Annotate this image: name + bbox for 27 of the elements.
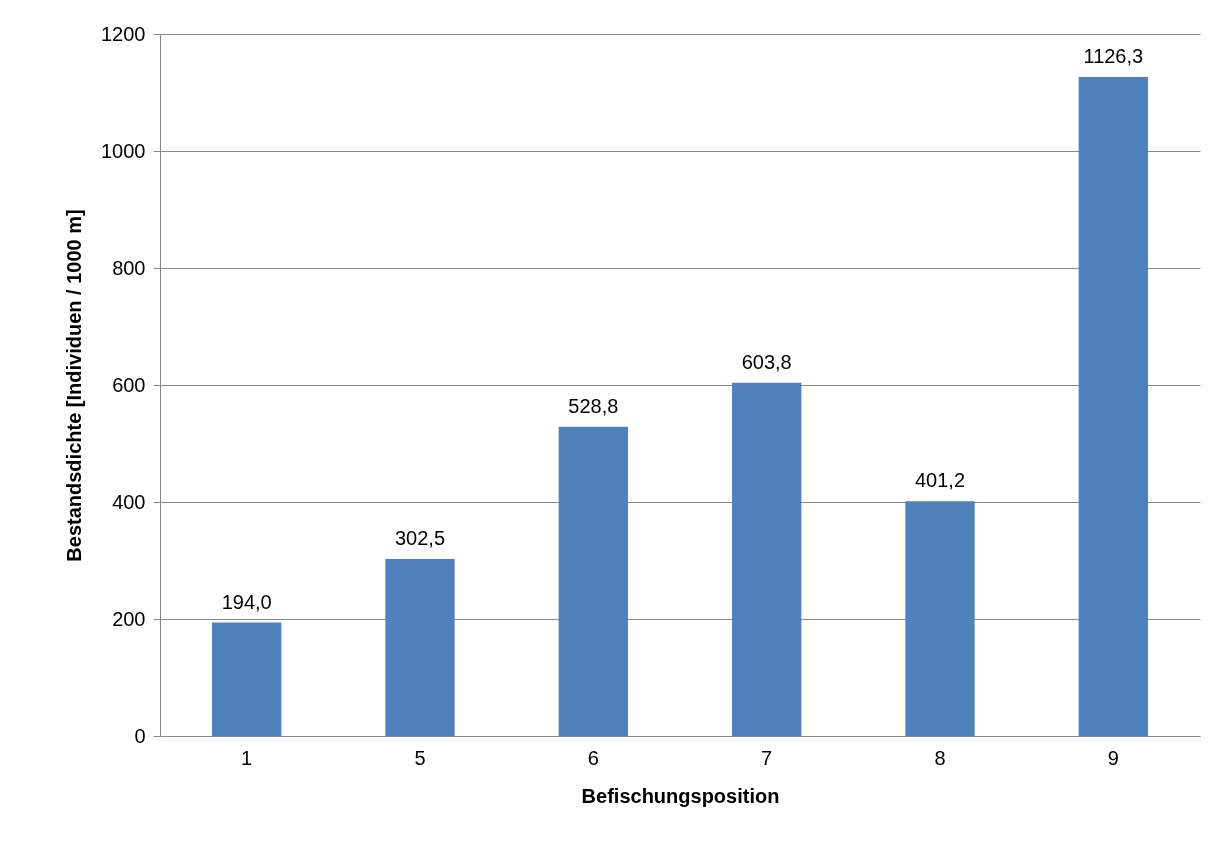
y-axis-title: Bestandsdichte [Individuen / 1000 m] (63, 209, 86, 562)
x-tick-label: 1 (241, 746, 253, 769)
x-tick-label: 8 (934, 746, 946, 769)
bar (385, 559, 455, 736)
bar (1078, 77, 1148, 736)
bar (212, 622, 282, 736)
y-tick-label: 600 (112, 373, 146, 396)
y-tick-label: 1000 (101, 139, 146, 162)
y-tick-label: 200 (112, 607, 146, 630)
y-tick-label: 400 (112, 490, 146, 513)
x-tick-label: 5 (414, 746, 426, 769)
data-label: 1126,3 (1083, 45, 1144, 68)
data-label: 401,2 (914, 469, 966, 492)
x-tick-label: 7 (761, 746, 773, 769)
data-label: 603,8 (741, 350, 792, 373)
data-label: 528,8 (568, 394, 619, 417)
data-label: 194,0 (221, 590, 272, 613)
y-tick-label: 1200 (101, 22, 146, 45)
x-tick-label: 9 (1107, 746, 1119, 769)
bar (905, 501, 975, 736)
bar (732, 382, 802, 736)
x-tick-label: 6 (587, 746, 599, 769)
bar (558, 426, 628, 736)
y-tick-label: 0 (134, 724, 146, 747)
data-label: 302,5 (394, 527, 446, 550)
y-tick-label: 800 (112, 256, 146, 279)
x-axis-title: Befischungsposition (581, 784, 780, 807)
